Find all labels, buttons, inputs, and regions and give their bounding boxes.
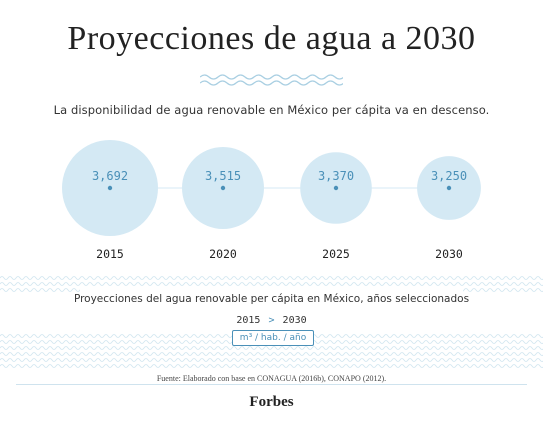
wave-line xyxy=(0,358,543,362)
subtitle: La disponibilidad de agua renovable en M… xyxy=(53,103,490,117)
year-range: 2015 > 2030 xyxy=(0,315,543,326)
bubble-chart: 3,692 2015 3,515 2020 3,370 2025 3,250 2030 xyxy=(62,140,481,261)
brand-logo: Forbes xyxy=(249,394,294,410)
wave-line xyxy=(0,364,543,368)
year-label-2025: 2025 xyxy=(322,247,350,261)
text-mask xyxy=(80,288,463,308)
wave-line xyxy=(0,276,543,280)
center-dot-2025 xyxy=(333,185,339,191)
value-label-2030: 3,250 xyxy=(431,169,467,183)
wave-divider xyxy=(200,74,343,86)
value-label-2015: 3,692 xyxy=(92,169,128,183)
value-label-2020: 3,515 xyxy=(205,169,241,183)
center-dot-2020 xyxy=(220,185,226,191)
range-end: 2030 xyxy=(282,315,307,326)
center-dot-2015 xyxy=(107,185,113,191)
divider xyxy=(16,384,527,385)
wave-line xyxy=(0,282,543,286)
year-label-2015: 2015 xyxy=(96,247,124,261)
chart-caption: Proyecciones del agua renovable per cápi… xyxy=(73,293,470,305)
range-start: 2015 xyxy=(236,315,261,326)
range-separator: > xyxy=(268,315,275,326)
center-dot-2030 xyxy=(446,185,452,191)
unit-badge: m³ / hab. / año xyxy=(232,330,314,346)
year-label-2030: 2030 xyxy=(435,247,463,261)
source-note: Fuente: Elaborado con base en CONAGUA (2… xyxy=(156,374,387,383)
year-label-2020: 2020 xyxy=(209,247,237,261)
page-title: Proyecciones de agua a 2030 xyxy=(67,20,476,57)
wave-line xyxy=(0,346,543,350)
wave-line xyxy=(0,352,543,356)
value-label-2025: 3,370 xyxy=(318,169,354,183)
